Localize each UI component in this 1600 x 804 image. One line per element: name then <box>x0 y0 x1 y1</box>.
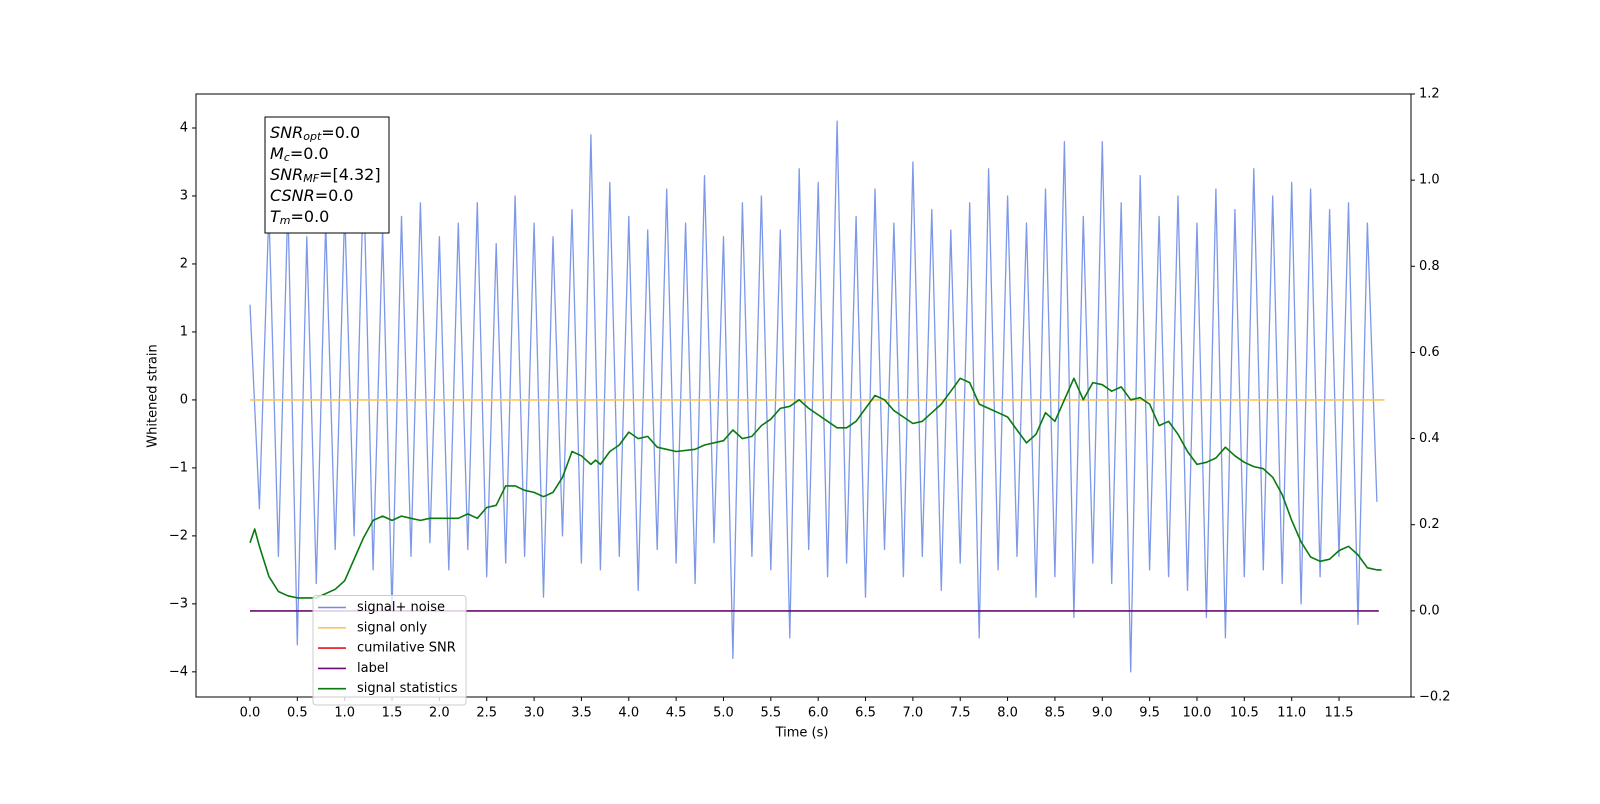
y-tick-label: 0 <box>180 392 188 407</box>
x-tick-label: 11.5 <box>1325 706 1354 721</box>
legend-frame <box>312 595 467 706</box>
y2-tick-label: −0.2 <box>1419 690 1451 705</box>
x-tick-label: 1.0 <box>334 706 355 721</box>
x-tick-label: 5.5 <box>760 706 781 721</box>
y-tick-label: −1 <box>169 460 188 475</box>
y2-tick-label: 0.4 <box>1419 431 1440 446</box>
stats-value: =0.0 <box>321 123 360 142</box>
x-tick-label: 8.0 <box>997 706 1018 721</box>
x-axis-label: Time (s) <box>775 726 829 741</box>
stats-box: SNRopt=0.0Mc=0.0SNRMF=[4.32]CSNR=0.0Tm=0… <box>264 116 390 234</box>
x-tick-label: 8.5 <box>1045 706 1066 721</box>
x-tick-label: 2.0 <box>429 706 450 721</box>
stats-subscript: opt <box>303 130 322 143</box>
legend-label: signal statistics <box>357 681 458 696</box>
y2-tick-label: 1.2 <box>1419 87 1440 102</box>
x-tick-label: 4.5 <box>666 706 687 721</box>
x-tick-label: 6.5 <box>855 706 876 721</box>
stats-symbol: CSNR <box>270 186 315 205</box>
x-tick-label: 1.5 <box>382 706 403 721</box>
stats-value: =0.0 <box>291 207 330 226</box>
y-tick-label: −3 <box>169 596 188 611</box>
stats-subscript: c <box>284 151 290 164</box>
plot-frame <box>195 93 1412 698</box>
stats-line: Tm=0.0 <box>270 207 329 228</box>
stats-value: =0.0 <box>290 144 329 163</box>
x-tick-label: 3.0 <box>524 706 545 721</box>
x-tick-label: 3.5 <box>571 706 592 721</box>
y-tick-label: 3 <box>180 188 188 203</box>
stats-line: Mc=0.0 <box>270 144 329 165</box>
x-tick-label: 6.0 <box>808 706 829 721</box>
x-tick-label: 0.0 <box>240 706 261 721</box>
y2-tick-label: 1.0 <box>1419 173 1440 188</box>
legend-label: cumilative SNR <box>357 641 456 656</box>
x-tick-label: 2.5 <box>476 706 497 721</box>
stats-subscript: m <box>280 214 291 227</box>
x-tick-label: 10.5 <box>1230 706 1259 721</box>
y-tick-label: 1 <box>180 324 188 339</box>
stats-value: =0.0 <box>315 186 354 205</box>
legend-label: signal+ noise <box>357 600 445 615</box>
y-tick-label: 4 <box>180 120 188 135</box>
y2-tick-label: 0.2 <box>1419 517 1440 532</box>
y-tick-label: 2 <box>180 256 188 271</box>
x-tick-label: 7.5 <box>950 706 971 721</box>
stats-symbol: SNR <box>270 123 303 142</box>
y-axis-label: Whitened strain <box>146 344 161 447</box>
stats-line: CSNR=0.0 <box>270 186 354 205</box>
legend: signal+ noise signal only cumilative SNR la… <box>312 595 467 706</box>
stats-symbol: M <box>270 144 284 163</box>
y-tick-label: −2 <box>169 528 188 543</box>
x-tick-label: 7.0 <box>903 706 924 721</box>
x-tick-label: 9.5 <box>1139 706 1160 721</box>
y-tick-label: −4 <box>169 664 188 679</box>
x-tick-label: 9.0 <box>1092 706 1113 721</box>
stats-box-frame <box>264 116 390 234</box>
stats-subscript: MF <box>303 172 319 185</box>
series-line <box>249 377 1382 599</box>
stats-symbol: SNR <box>270 165 303 184</box>
stats-line: SNRMF=[4.32] <box>270 165 381 186</box>
stats-line: SNRopt=0.0 <box>270 123 360 144</box>
y2-tick-label: 0.0 <box>1419 603 1440 618</box>
x-tick-label: 5.0 <box>713 706 734 721</box>
x-tick-label: 10.0 <box>1183 706 1212 721</box>
series-line <box>249 120 1378 673</box>
y2-tick-label: 0.6 <box>1419 345 1440 360</box>
x-tick-label: 4.0 <box>618 706 639 721</box>
y2-tick-label: 0.8 <box>1419 259 1440 274</box>
x-tick-label: 0.5 <box>287 706 308 721</box>
stats-value: =[4.32] <box>319 165 381 184</box>
stats-symbol: T <box>270 207 281 226</box>
legend-label: signal only <box>357 620 427 635</box>
legend-label: label <box>357 661 388 676</box>
x-tick-label: 11.0 <box>1277 706 1306 721</box>
